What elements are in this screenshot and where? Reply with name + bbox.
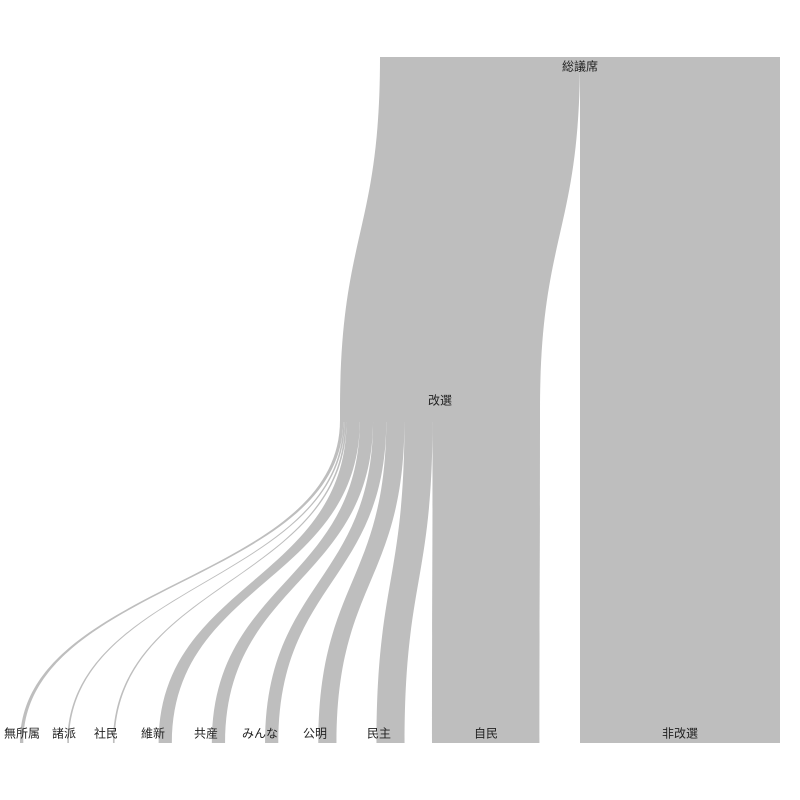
flow-kaisen-kyosan [211,420,374,743]
label-komei: 公明 [303,727,327,741]
flow-kaisen-minshu [376,420,433,743]
label-root: 総議席 [562,59,598,74]
label-kaisen: 改選 [428,394,452,408]
label-minshu: 民主 [367,727,391,741]
label-minna: みんな [242,727,278,741]
flow-kaisen-mushozoku [20,420,344,743]
flow-kaisen-jimin [432,420,540,743]
flow-kaisen-shamin [112,420,347,743]
flow-kaisen-shoha [67,420,345,743]
flow-kaisen-node [340,408,540,422]
flow-kaisen-ishin [158,420,360,743]
label-mushozoku: 無所属 [4,726,40,741]
label-hikaisen: 非改選 [662,727,698,741]
flow-kaisen-komei [318,420,405,743]
flow-hikaisen-bottom [580,410,780,743]
label-jimin: 自民 [474,727,498,741]
label-ishin: 維新 [141,726,165,741]
label-kyosan: 共産 [194,726,218,741]
label-shamin: 社民 [94,726,118,741]
flow-kaisen-minna [265,420,387,743]
flow-root-hikaisen [580,57,780,410]
label-shoha: 諸派 [52,726,76,741]
flow-root-kaisen [340,57,580,410]
flow-layer [20,57,780,743]
